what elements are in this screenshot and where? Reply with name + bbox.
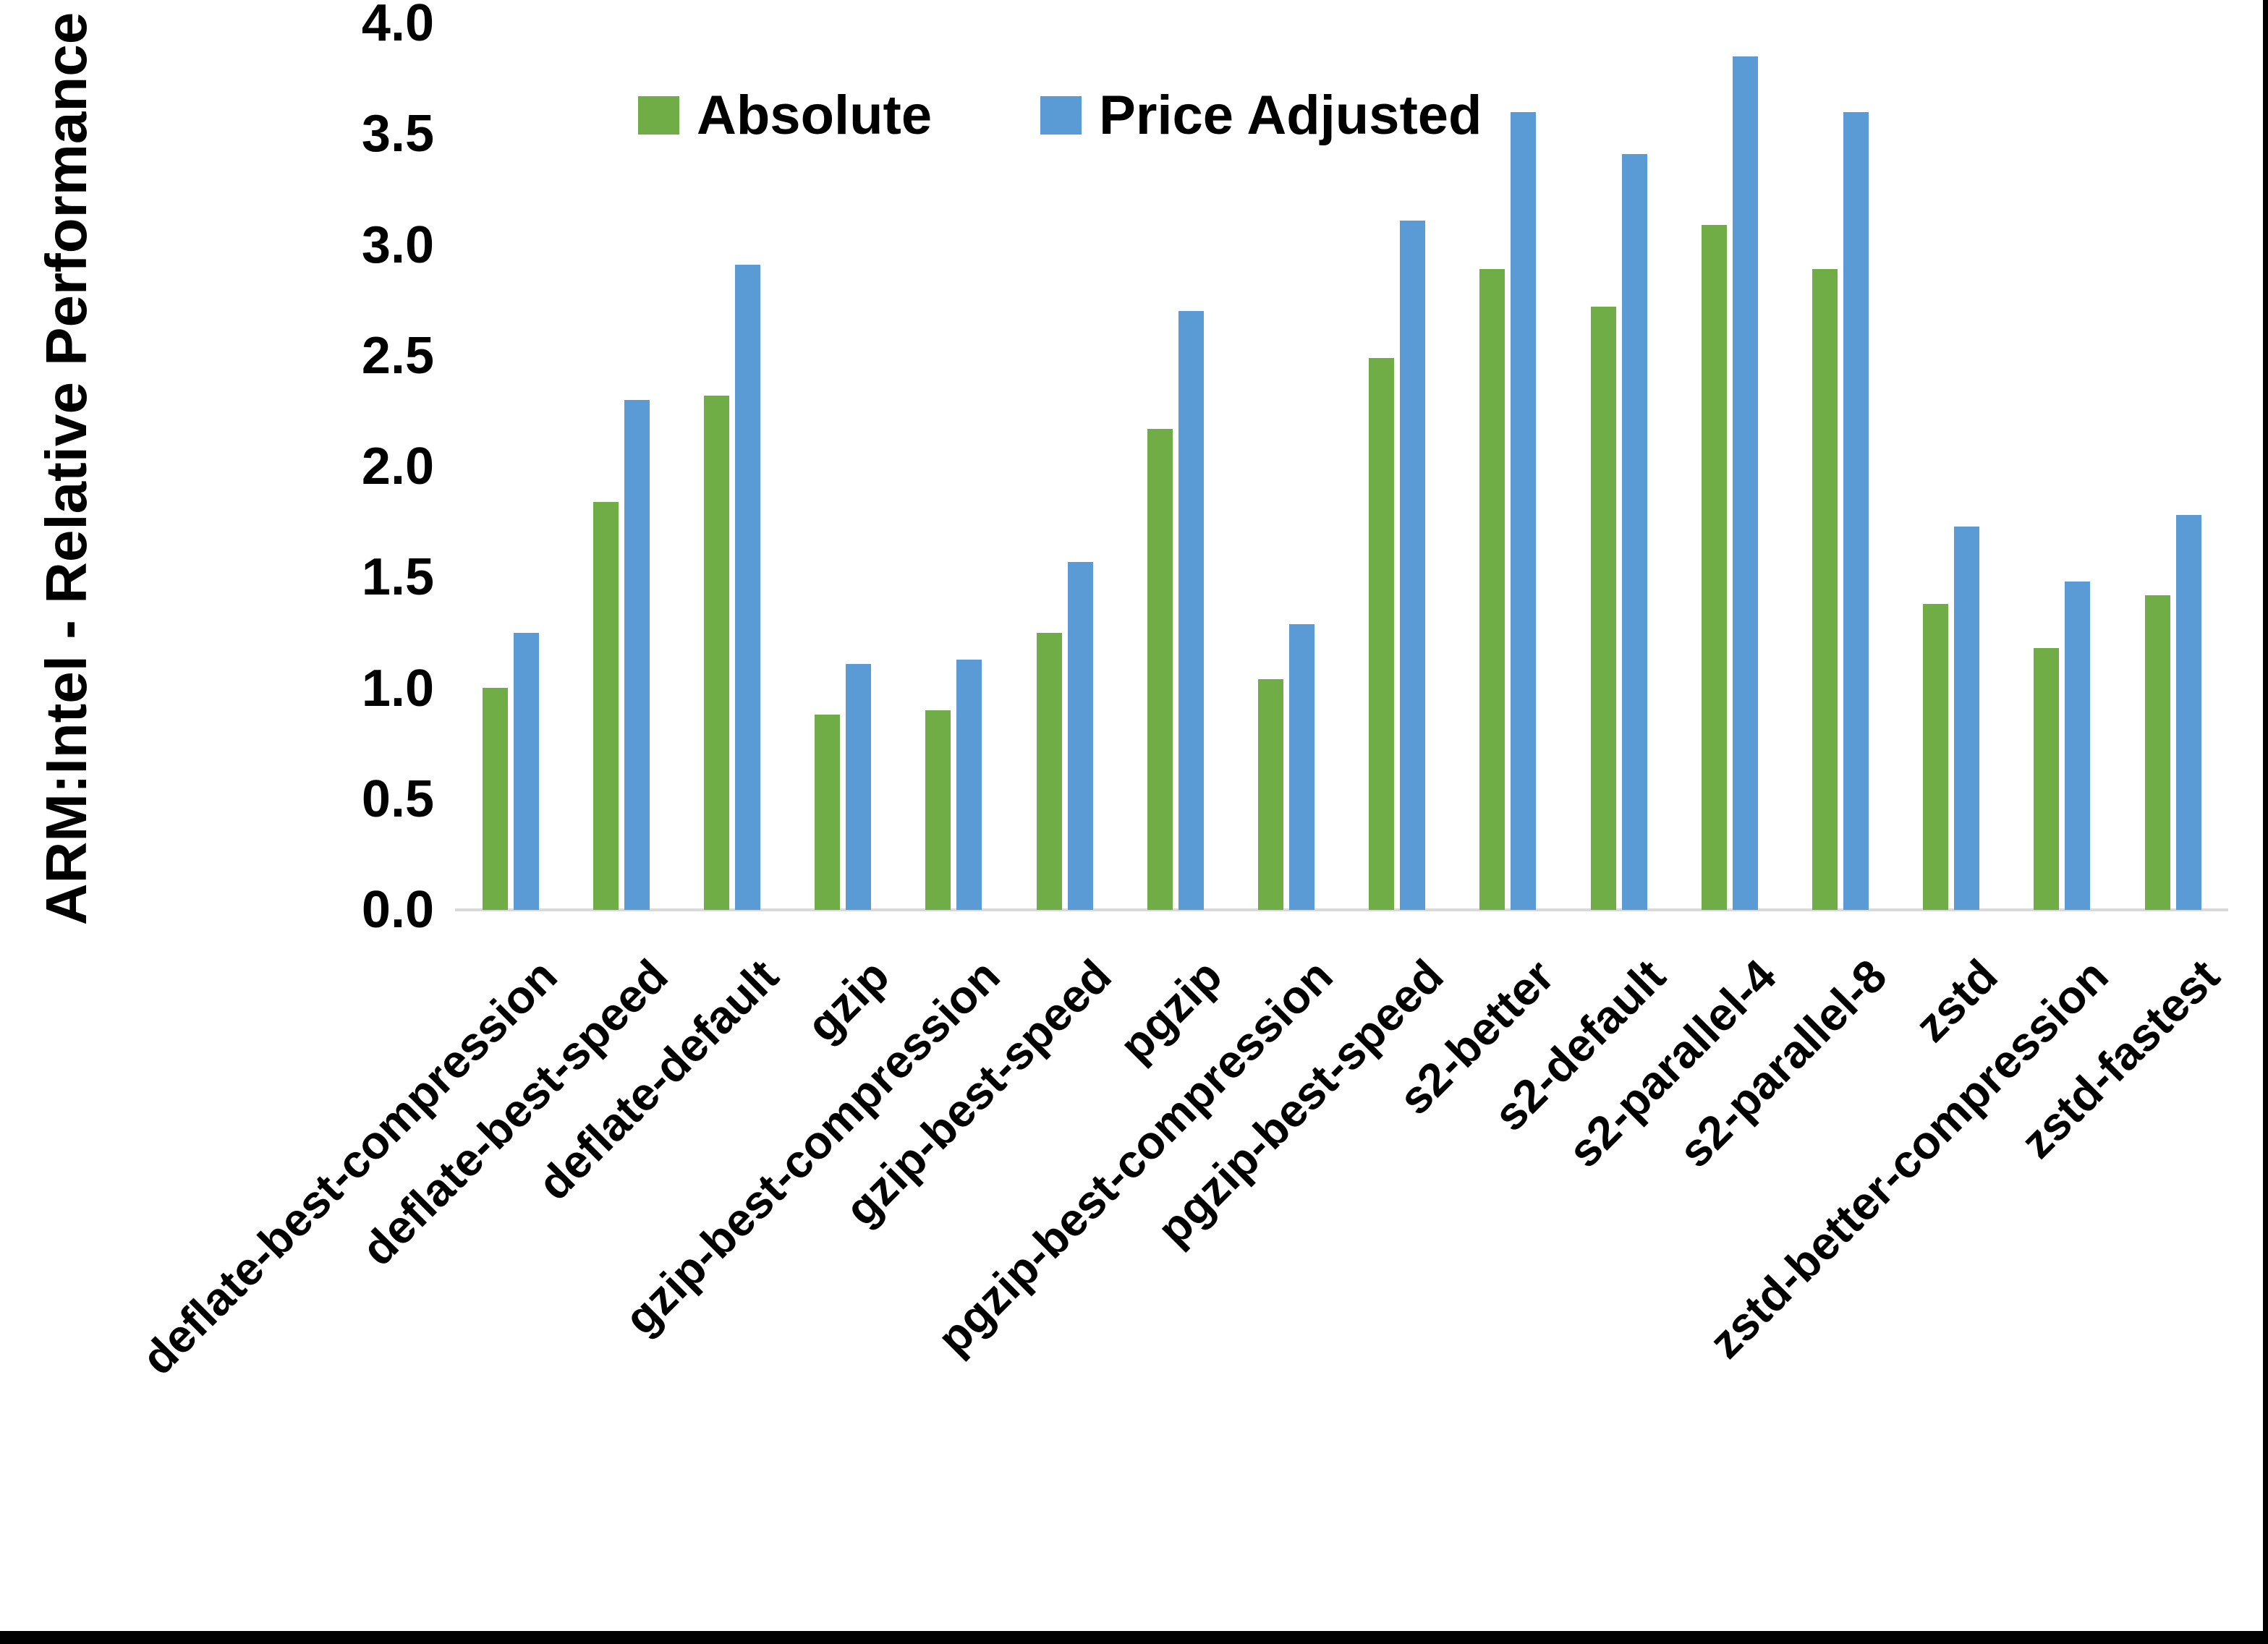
- bar-absolute-s2-parallel-8: [1812, 269, 1838, 910]
- bar-absolute-pgzip-best-speed: [1369, 358, 1394, 910]
- bar-absolute-deflate-best-compression: [483, 688, 508, 910]
- bar-price-adjusted-pgzip: [1178, 311, 1204, 910]
- y-tick-label-4.0: 4.0: [361, 0, 434, 52]
- bar-price-adjusted-s2-better: [1511, 112, 1536, 910]
- bar-absolute-gzip: [815, 715, 840, 910]
- y-tick-label-1.0: 1.0: [361, 659, 434, 717]
- bar-absolute-s2-default: [1591, 307, 1616, 910]
- bar-price-adjusted-s2-parallel-4: [1733, 56, 1758, 910]
- y-tick-label-0.5: 0.5: [361, 770, 434, 828]
- y-tick-label-3.5: 3.5: [361, 105, 434, 163]
- y-tick-label-0.0: 0.0: [361, 881, 434, 939]
- bar-absolute-deflate-default: [704, 396, 729, 910]
- bar-absolute-zstd-fastest: [2145, 595, 2170, 910]
- bar-absolute-s2-better: [1479, 269, 1505, 910]
- legend-item-price-adjusted: Price Adjusted: [1040, 84, 1482, 147]
- bar-price-adjusted-zstd: [1954, 527, 1979, 910]
- bar-price-adjusted-gzip-best-speed: [1068, 562, 1093, 910]
- bar-price-adjusted-zstd-fastest: [2176, 515, 2201, 910]
- legend-swatch-price-adjusted-icon: [1040, 96, 1082, 135]
- legend-label-absolute: Absolute: [697, 85, 933, 146]
- bar-absolute-pgzip-best-compression: [1258, 679, 1283, 910]
- bar-absolute-gzip-best-compression: [925, 710, 951, 910]
- bar-price-adjusted-pgzip-best-compression: [1289, 624, 1314, 910]
- bar-absolute-zstd: [1923, 604, 1948, 910]
- legend-swatch-absolute-icon: [638, 96, 679, 135]
- y-tick-label-1.5: 1.5: [361, 548, 434, 607]
- bar-price-adjusted-s2-default: [1622, 154, 1647, 910]
- bar-absolute-pgzip: [1147, 429, 1173, 910]
- legend-label-price-adjusted: Price Adjusted: [1099, 85, 1482, 146]
- y-tick-label-3.0: 3.0: [361, 216, 434, 274]
- bar-price-adjusted-s2-parallel-8: [1843, 112, 1869, 910]
- bar-absolute-zstd-better-compression: [2034, 648, 2059, 910]
- y-axis-title: ARM:Intel - Relative Performance: [34, 12, 98, 926]
- screenshot-right-border: [2263, 0, 2268, 1644]
- x-tick-label-text: deflate-best-compression: [131, 949, 567, 1385]
- legend-item-absolute: Absolute: [638, 84, 932, 147]
- x-axis-line: [455, 908, 2228, 911]
- bar-price-adjusted-deflate-best-compression: [514, 633, 539, 910]
- bar-absolute-s2-parallel-4: [1702, 225, 1727, 910]
- y-tick-label-2.0: 2.0: [361, 438, 434, 495]
- bar-absolute-gzip-best-speed: [1037, 633, 1062, 910]
- bar-absolute-deflate-best-speed: [593, 502, 619, 910]
- bar-price-adjusted-deflate-default: [735, 265, 760, 910]
- bar-price-adjusted-gzip-best-compression: [956, 660, 982, 910]
- legend: Absolute Price Adjusted: [638, 84, 1482, 147]
- bar-price-adjusted-gzip: [846, 664, 871, 910]
- bar-price-adjusted-pgzip-best-speed: [1400, 221, 1425, 910]
- x-tick-label-zstd-fastest: zstd-fastest: [2010, 949, 2268, 1168]
- screenshot-bottom-border: [0, 1631, 2268, 1644]
- y-tick-label-2.5: 2.5: [361, 326, 434, 385]
- bar-price-adjusted-deflate-best-speed: [624, 400, 650, 910]
- bar-price-adjusted-zstd-better-compression: [2065, 582, 2090, 910]
